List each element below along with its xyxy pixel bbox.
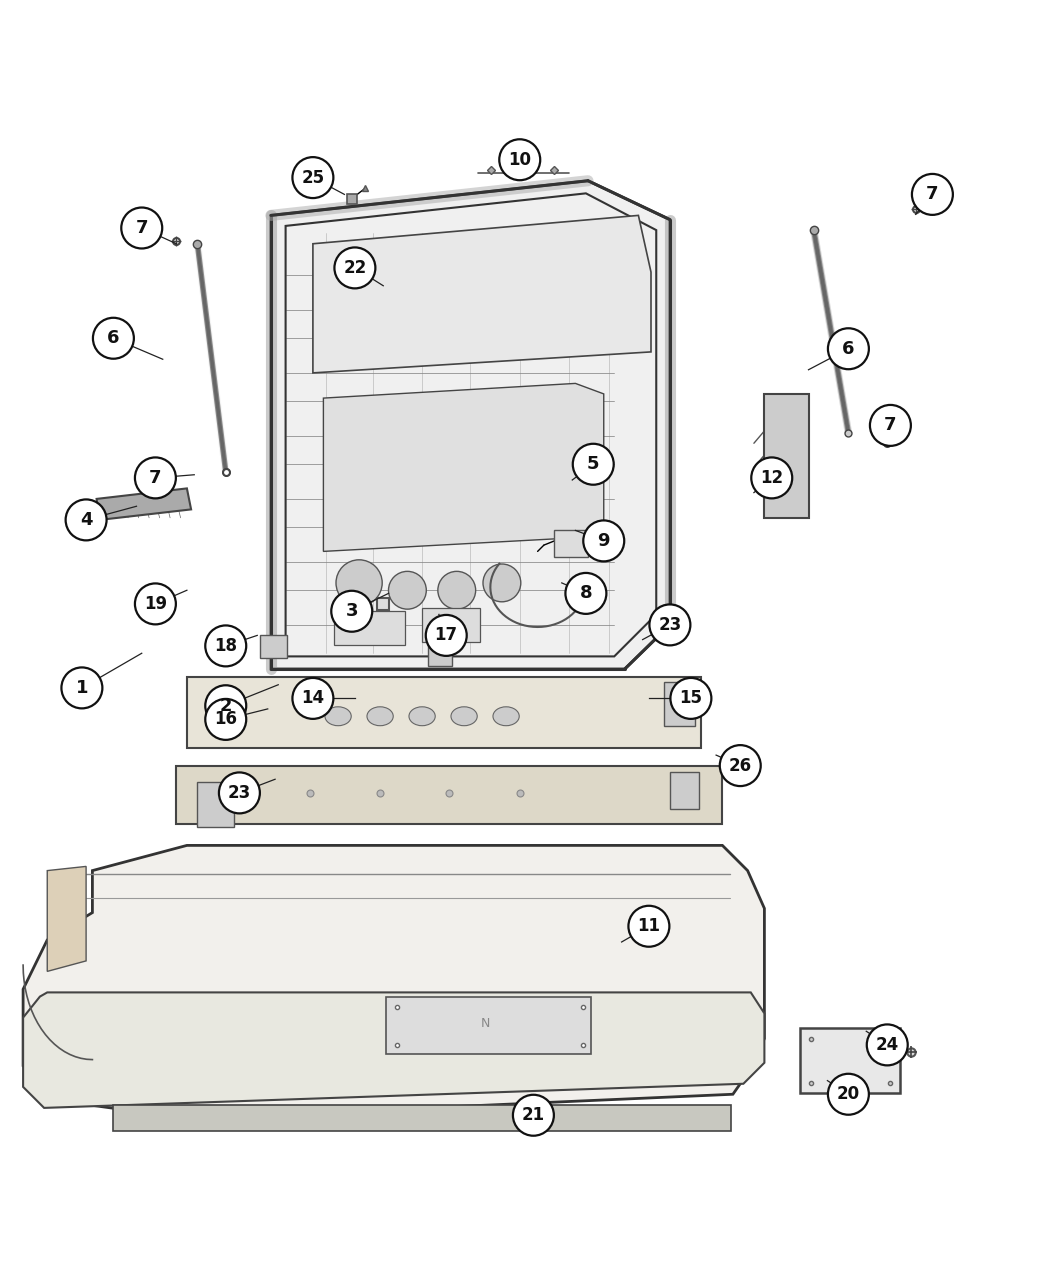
Bar: [422, 608, 480, 641]
Circle shape: [206, 699, 246, 740]
Text: 4: 4: [80, 511, 92, 529]
Ellipse shape: [492, 706, 519, 725]
Ellipse shape: [410, 706, 436, 725]
Bar: [554, 530, 588, 557]
Bar: [260, 635, 287, 658]
Text: 11: 11: [637, 917, 660, 936]
Ellipse shape: [326, 706, 351, 725]
Polygon shape: [97, 488, 191, 520]
Text: 23: 23: [228, 784, 251, 802]
Text: 15: 15: [679, 690, 702, 708]
Text: 7: 7: [884, 417, 897, 435]
Text: N: N: [481, 1017, 489, 1030]
Text: 20: 20: [837, 1085, 860, 1103]
Polygon shape: [47, 867, 86, 972]
Text: 7: 7: [149, 469, 162, 487]
Circle shape: [867, 1024, 907, 1066]
Circle shape: [334, 247, 376, 288]
Circle shape: [336, 560, 382, 606]
Polygon shape: [187, 677, 701, 747]
Circle shape: [828, 328, 869, 370]
Circle shape: [649, 604, 691, 645]
Text: 7: 7: [135, 219, 148, 237]
Bar: [800, 1028, 900, 1093]
Text: 17: 17: [435, 626, 458, 644]
Circle shape: [121, 208, 162, 249]
Text: 23: 23: [658, 616, 681, 634]
Text: 3: 3: [345, 602, 358, 620]
Text: 7: 7: [926, 185, 939, 204]
Text: 10: 10: [508, 150, 531, 168]
Circle shape: [828, 1074, 869, 1114]
Text: 2: 2: [219, 696, 232, 715]
Text: 25: 25: [301, 168, 324, 186]
Circle shape: [388, 571, 426, 609]
Circle shape: [911, 173, 953, 215]
Circle shape: [573, 444, 613, 484]
Bar: [664, 682, 695, 725]
Text: 6: 6: [842, 339, 855, 358]
Bar: [764, 394, 808, 518]
Circle shape: [438, 571, 476, 609]
Text: 24: 24: [876, 1035, 899, 1054]
Circle shape: [206, 626, 246, 667]
Bar: [670, 771, 699, 808]
Text: 18: 18: [214, 638, 237, 655]
Circle shape: [628, 905, 670, 947]
Bar: [386, 997, 591, 1054]
Polygon shape: [23, 992, 764, 1108]
Circle shape: [584, 520, 624, 561]
Circle shape: [134, 584, 176, 625]
Ellipse shape: [452, 706, 477, 725]
Polygon shape: [323, 384, 604, 551]
Text: 1: 1: [76, 678, 88, 697]
Text: 12: 12: [760, 469, 783, 487]
Circle shape: [218, 773, 260, 813]
Circle shape: [93, 317, 134, 358]
Circle shape: [134, 458, 176, 499]
Circle shape: [752, 458, 793, 499]
Polygon shape: [313, 215, 651, 372]
Circle shape: [483, 564, 521, 602]
Text: 22: 22: [343, 259, 366, 277]
Text: 6: 6: [107, 329, 120, 347]
Bar: [113, 1104, 731, 1131]
Circle shape: [500, 139, 541, 180]
Text: 8: 8: [580, 584, 592, 602]
Text: 16: 16: [214, 710, 237, 728]
Text: 14: 14: [301, 690, 324, 708]
Text: 9: 9: [597, 532, 610, 550]
Text: 19: 19: [144, 595, 167, 613]
Circle shape: [720, 745, 760, 787]
Circle shape: [426, 615, 466, 655]
Polygon shape: [23, 845, 764, 1118]
Bar: [428, 629, 452, 666]
Ellipse shape: [368, 706, 393, 725]
Circle shape: [206, 685, 246, 727]
Circle shape: [65, 500, 107, 541]
Circle shape: [869, 405, 911, 446]
Circle shape: [512, 1095, 554, 1136]
Bar: [197, 783, 234, 826]
Circle shape: [292, 678, 334, 719]
Circle shape: [566, 572, 607, 613]
Polygon shape: [271, 181, 670, 669]
Text: 21: 21: [522, 1107, 545, 1125]
Circle shape: [332, 590, 373, 631]
Circle shape: [670, 678, 712, 719]
Bar: [334, 611, 405, 645]
Text: 26: 26: [729, 756, 752, 775]
Circle shape: [292, 157, 334, 198]
Circle shape: [61, 667, 103, 709]
Text: 5: 5: [587, 455, 600, 473]
Polygon shape: [176, 765, 722, 825]
